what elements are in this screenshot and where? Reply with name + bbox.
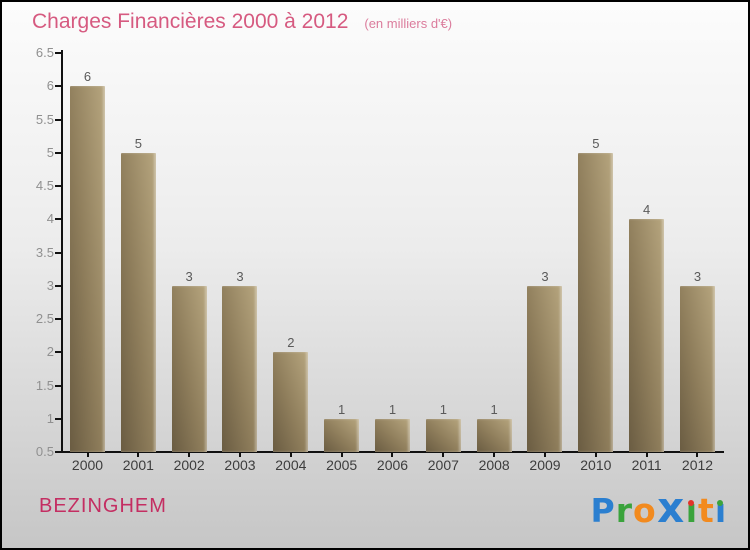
bar-2006 bbox=[374, 418, 410, 452]
y-tick-mark bbox=[55, 52, 62, 54]
x-tick-mark bbox=[391, 453, 394, 457]
y-tick-label: 1.5 bbox=[35, 377, 54, 393]
x-tick-mark bbox=[86, 453, 89, 457]
bar-2000 bbox=[70, 86, 105, 452]
y-tick-mark bbox=[55, 185, 62, 187]
y-tick-label: 3 bbox=[46, 277, 54, 293]
x-tick-label: 2003 bbox=[224, 457, 256, 473]
x-axis-line bbox=[61, 451, 724, 453]
y-tick-label: 4.5 bbox=[35, 178, 54, 193]
y-tick-label: 5 bbox=[46, 144, 54, 160]
x-tick-mark bbox=[238, 453, 241, 457]
y-tick-mark bbox=[55, 417, 62, 420]
y-tick-mark bbox=[55, 451, 62, 453]
bar-value-label: 4 bbox=[643, 202, 651, 218]
x-tick-label: 2006 bbox=[376, 457, 409, 473]
x-tick-label: 2007 bbox=[427, 457, 459, 473]
bar-value-label: 2 bbox=[287, 335, 295, 351]
x-tick-label: 2010 bbox=[580, 457, 612, 473]
y-tick-mark bbox=[55, 218, 62, 221]
y-tick-mark bbox=[55, 318, 62, 320]
bar-value-label: 1 bbox=[490, 401, 498, 417]
bar-value-label: 6 bbox=[83, 69, 92, 85]
location-label: BEZINGHEM bbox=[39, 495, 167, 517]
y-tick-mark bbox=[55, 284, 62, 287]
logo-letter: r bbox=[615, 491, 632, 530]
x-tick-label: 2011 bbox=[631, 457, 662, 473]
x-tick-label: 2008 bbox=[478, 457, 510, 473]
x-tick-label: 2004 bbox=[275, 457, 307, 473]
logo-letter: o bbox=[632, 491, 656, 530]
x-tick-mark bbox=[543, 453, 546, 457]
logo-letter: x bbox=[657, 483, 685, 532]
bar-value-label: 1 bbox=[338, 401, 346, 417]
x-tick-mark bbox=[442, 453, 445, 457]
y-tick-label: 2 bbox=[46, 344, 54, 360]
bar-value-label: 5 bbox=[592, 135, 600, 151]
y-tick-mark bbox=[55, 384, 62, 387]
y-tick-mark bbox=[55, 251, 62, 254]
bar-value-label: 5 bbox=[134, 135, 142, 151]
x-tick-mark bbox=[188, 453, 191, 457]
x-tick-mark bbox=[645, 453, 648, 457]
chart-title: Charges Financières 2000 à 2012 bbox=[32, 10, 349, 33]
y-tick-label: 6 bbox=[46, 78, 54, 94]
x-tick-label: 2005 bbox=[326, 457, 358, 473]
chart-subtitle: (en milliers d'€) bbox=[364, 16, 453, 31]
bar-2012 bbox=[679, 285, 715, 452]
x-tick-label: 2000 bbox=[71, 457, 104, 473]
y-tick-mark bbox=[55, 351, 62, 354]
bar-value-label: 3 bbox=[541, 268, 549, 284]
x-tick-label: 2012 bbox=[681, 457, 714, 473]
y-tick-label: 0.5 bbox=[35, 444, 54, 459]
x-tick-mark bbox=[493, 453, 496, 457]
y-tick-label: 6.5 bbox=[35, 45, 54, 60]
bar-value-label: 1 bbox=[439, 401, 447, 417]
y-tick-mark bbox=[55, 151, 62, 154]
bar-2009 bbox=[527, 285, 563, 452]
bar-2002 bbox=[171, 285, 207, 452]
logo-letter: t bbox=[698, 491, 714, 530]
bar-2003 bbox=[222, 285, 258, 452]
y-tick-label: 3.5 bbox=[35, 244, 54, 260]
y-tick-mark bbox=[55, 85, 62, 88]
x-tick-mark bbox=[289, 453, 292, 457]
logo-letter: ı bbox=[685, 491, 698, 530]
logo-letter-dot bbox=[717, 500, 724, 506]
bar-value-label: 1 bbox=[388, 401, 397, 417]
x-tick-mark bbox=[340, 453, 343, 457]
logo-letter: ı bbox=[714, 491, 727, 530]
bar-value-label: 3 bbox=[185, 268, 193, 284]
bar-2007 bbox=[425, 418, 461, 452]
x-tick-label: 2009 bbox=[529, 457, 561, 473]
logo-letter-dot bbox=[688, 500, 695, 506]
x-tick-mark bbox=[594, 453, 597, 457]
bar-2008 bbox=[476, 418, 512, 452]
y-tick-label: 1 bbox=[46, 410, 54, 426]
y-tick-label: 2.5 bbox=[35, 311, 54, 326]
x-tick-mark bbox=[696, 453, 699, 457]
bar-2004 bbox=[273, 352, 309, 452]
bar-value-label: 3 bbox=[693, 268, 702, 284]
bar-2011 bbox=[629, 219, 665, 452]
x-tick-label: 2002 bbox=[173, 457, 205, 473]
bar-2005 bbox=[324, 418, 360, 452]
y-tick-label: 5.5 bbox=[35, 111, 54, 127]
y-axis-line bbox=[61, 50, 63, 453]
logo-letter: P bbox=[590, 491, 615, 530]
chart-header: Charges Financières 2000 à 2012 (en milli… bbox=[32, 10, 452, 34]
y-tick-label: 4 bbox=[46, 211, 54, 227]
x-tick-label: 2001 bbox=[122, 457, 154, 473]
y-tick-mark bbox=[55, 118, 62, 121]
x-tick-mark bbox=[137, 453, 140, 457]
bar-2010 bbox=[578, 152, 614, 452]
bar-value-label: 3 bbox=[236, 268, 244, 284]
bar-2001 bbox=[120, 152, 156, 452]
